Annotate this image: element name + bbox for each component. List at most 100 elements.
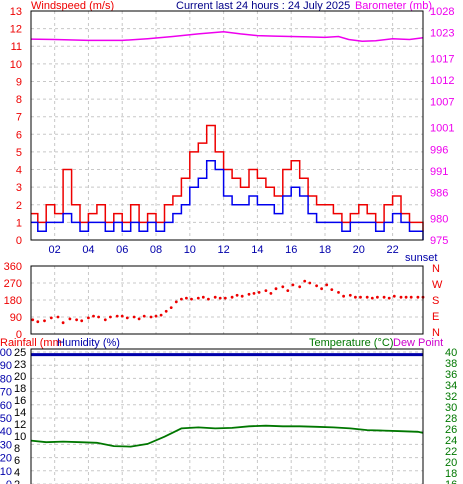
wind-direction-point — [399, 295, 403, 299]
windspeed-tick-label: 6 — [16, 129, 22, 141]
wind-average-line — [31, 159, 424, 240]
windspeed-tick-label: 2 — [16, 200, 22, 212]
wind-direction-point — [247, 292, 251, 296]
wind-direction-point — [330, 288, 334, 291]
wind-direction-point — [365, 295, 369, 299]
wind-direction-point — [337, 291, 340, 294]
wind-direction-point — [149, 315, 153, 319]
windspeed-tick-label: 12 — [10, 24, 22, 36]
wind-direction-point — [142, 314, 146, 318]
rainfall-tick-label: 10 — [14, 431, 26, 443]
wind-direction-point — [97, 315, 100, 319]
hour-tick-label: 10 — [184, 244, 196, 256]
hour-tick-label: 08 — [150, 244, 162, 256]
rainfall-axis-title: Rainfall (mm — [0, 337, 62, 349]
humidity-tick-label: 50 — [0, 413, 12, 425]
wind-direction-point — [223, 296, 227, 300]
compass-tick-label: E — [432, 311, 439, 323]
wind-direction-point — [404, 295, 408, 299]
barometer-tick-label: 1017 — [430, 54, 454, 66]
temperature-tick-label: 22 — [445, 446, 457, 458]
wind-direction-point — [269, 292, 273, 295]
wind-direction-point — [185, 296, 188, 300]
windspeed-tick-label: 4 — [16, 165, 22, 177]
wind-direction-point — [291, 283, 295, 287]
wind-direction-point — [154, 314, 158, 318]
wind-direction-point — [286, 289, 290, 292]
temperature-line — [30, 424, 424, 448]
humidity-tick-label: 10 — [0, 466, 12, 478]
barometer-tick-label: 1012 — [430, 75, 454, 87]
wind-direction-point — [376, 295, 379, 299]
rainfall-axis-ticks: 24681012141618202325 — [14, 347, 26, 484]
hour-axis-ticks: 02 04 06 08 10 12 14 16 18 20 22 — [49, 244, 399, 256]
wind-direction-point — [298, 285, 302, 289]
wind-direction-point — [92, 314, 95, 318]
direction-tick-label: 0 — [16, 329, 22, 341]
windspeed-tick-label: 3 — [16, 182, 22, 194]
compass-tick-label: N — [432, 327, 440, 339]
barometer-tick-label: 980 — [430, 213, 448, 225]
humidity-axis-title: Humidity (%) — [57, 337, 120, 349]
humidity-tick-label: 0 — [6, 479, 12, 484]
wind-direction-point — [303, 279, 307, 283]
hour-tick-label: 22 — [386, 244, 398, 256]
rainfall-tick-label: 23 — [14, 359, 26, 371]
windspeed-axis-title: Windspeed (m/s) — [31, 0, 114, 12]
wind-direction-point — [264, 289, 268, 292]
rainfall-tick-label: 16 — [14, 395, 26, 407]
wind-direction-point — [281, 285, 285, 289]
wind-direction-point — [137, 317, 141, 321]
temperature-tick-label: 36 — [445, 369, 457, 381]
wind-direction-point — [218, 296, 222, 300]
sunset-label: sunset — [405, 252, 437, 264]
wind-direction-point — [207, 297, 210, 301]
windspeed-tick-label: 13 — [10, 6, 22, 18]
rainfall-tick-label: 18 — [14, 383, 26, 395]
hour-tick-label: 06 — [116, 244, 128, 256]
temperature-axis-ticks: 16182022242628303234363840 — [445, 347, 457, 484]
wind-direction-point — [56, 315, 60, 319]
barometer-tick-label: 996 — [430, 144, 448, 156]
barometer-tick-label: 1028 — [430, 6, 454, 18]
rainfall-tick-label: 2 — [14, 479, 20, 484]
wind-direction-point — [252, 292, 256, 295]
temperature-tick-label: 26 — [445, 424, 457, 436]
hour-tick-label: 18 — [319, 244, 331, 256]
wind-direction-point — [164, 309, 168, 313]
temperature-tick-label: 24 — [445, 435, 457, 447]
windspeed-tick-label: 5 — [16, 147, 22, 159]
wind-average-series — [31, 159, 424, 240]
direction-tick-label: 90 — [10, 312, 22, 324]
compass-tick-label: S — [432, 295, 439, 307]
wind-direction-point — [416, 295, 420, 299]
wind-direction-point — [342, 294, 345, 298]
humidity-tick-label: 70 — [0, 387, 12, 399]
wind-direction-point — [409, 295, 413, 299]
wind-direction-point — [169, 306, 173, 309]
wind-direction-point — [68, 317, 72, 321]
wind-direction-series — [31, 279, 425, 325]
hour-tick-label: 14 — [251, 244, 263, 256]
wind-direction-point — [325, 283, 329, 287]
rainfall-tick-label: 20 — [14, 371, 26, 383]
temperature-axis-title: Temperature (°C) — [309, 337, 393, 349]
wind-direction-point — [159, 313, 163, 317]
direction-axis-ticks: 0 90 180 270 360 — [4, 261, 22, 341]
wind-direction-point — [31, 318, 35, 322]
wind-direction-point — [213, 295, 217, 299]
hour-tick-label: 16 — [285, 244, 297, 256]
humidity-tick-label: 80 — [0, 373, 12, 385]
windspeed-tick-label: 11 — [11, 41, 22, 53]
direction-tick-label: 360 — [4, 261, 22, 273]
hour-tick-label: 02 — [49, 244, 61, 256]
hour-tick-label: 04 — [82, 244, 94, 256]
wind-direction-point — [36, 320, 40, 324]
dew-point-axis-title: Dew Point — [393, 337, 443, 349]
direction-tick-label: 180 — [4, 295, 22, 307]
